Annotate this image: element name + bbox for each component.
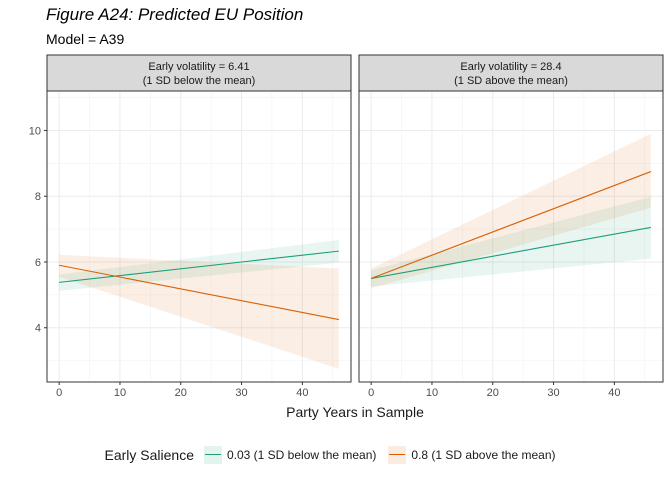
confidence-band-low [59, 239, 339, 291]
panel-strip-1 [46, 54, 352, 92]
y-tick-label: 8 [35, 191, 41, 203]
series-line-low [371, 226, 651, 279]
panel-background-2 [359, 91, 663, 382]
legend-key-low [203, 446, 222, 464]
x-tick-label: 40 [608, 387, 620, 399]
strip-label-line2: (1 SD above the mean) [454, 75, 568, 87]
y-tick-label: 10 [29, 125, 41, 137]
x-axis-label: Party Years in Sample [286, 404, 424, 420]
panel-background-1 [47, 91, 351, 382]
x-tick-label: 10 [114, 387, 126, 399]
confidence-band-low [371, 196, 651, 287]
series-line-high [370, 171, 652, 279]
confidence-band-high [59, 254, 339, 369]
x-tick-label: 20 [487, 387, 499, 399]
series-line-low [59, 250, 339, 283]
panel-strip-2 [358, 54, 664, 92]
strip-label-line1: Early volatility = 28.4 [460, 61, 561, 73]
chart-area: Early volatility = 6.41 (1 SD below the m… [29, 54, 664, 420]
legend-title: Early Salience [104, 447, 194, 463]
confidence-band-high [371, 133, 651, 289]
panel-border-1 [46, 90, 352, 383]
chart-title: Figure A24: Predicted EU Position [46, 5, 304, 24]
x-tick-label: 40 [296, 387, 308, 399]
chart-subtitle: Model = A39 [46, 31, 125, 47]
strip-label-line2: (1 SD below the mean) [143, 75, 256, 87]
legend-item-high: 0.8 (1 SD above the mean) [388, 446, 556, 464]
legend-label-high: 0.8 (1 SD above the mean) [411, 448, 556, 462]
legend-label-low: 0.03 (1 SD below the mean) [226, 448, 377, 462]
strip-label-line1: Early volatility = 6.41 [148, 61, 249, 73]
x-tick-label: 0 [368, 387, 374, 399]
y-tick-label: 6 [35, 257, 41, 269]
legend: Early Salience 0.03 (1 SD below the mean… [0, 442, 672, 468]
legend-item-low: 0.03 (1 SD below the mean) [203, 446, 377, 464]
series-line-high [59, 264, 339, 321]
x-tick-label: 30 [235, 387, 247, 399]
x-tick-label: 20 [175, 387, 187, 399]
legend-key-high [388, 446, 407, 464]
x-tick-label: 0 [56, 387, 62, 399]
x-tick-label: 10 [426, 387, 438, 399]
panel-border-2 [358, 90, 664, 383]
y-tick-label: 4 [35, 323, 41, 335]
x-tick-label: 30 [547, 387, 559, 399]
